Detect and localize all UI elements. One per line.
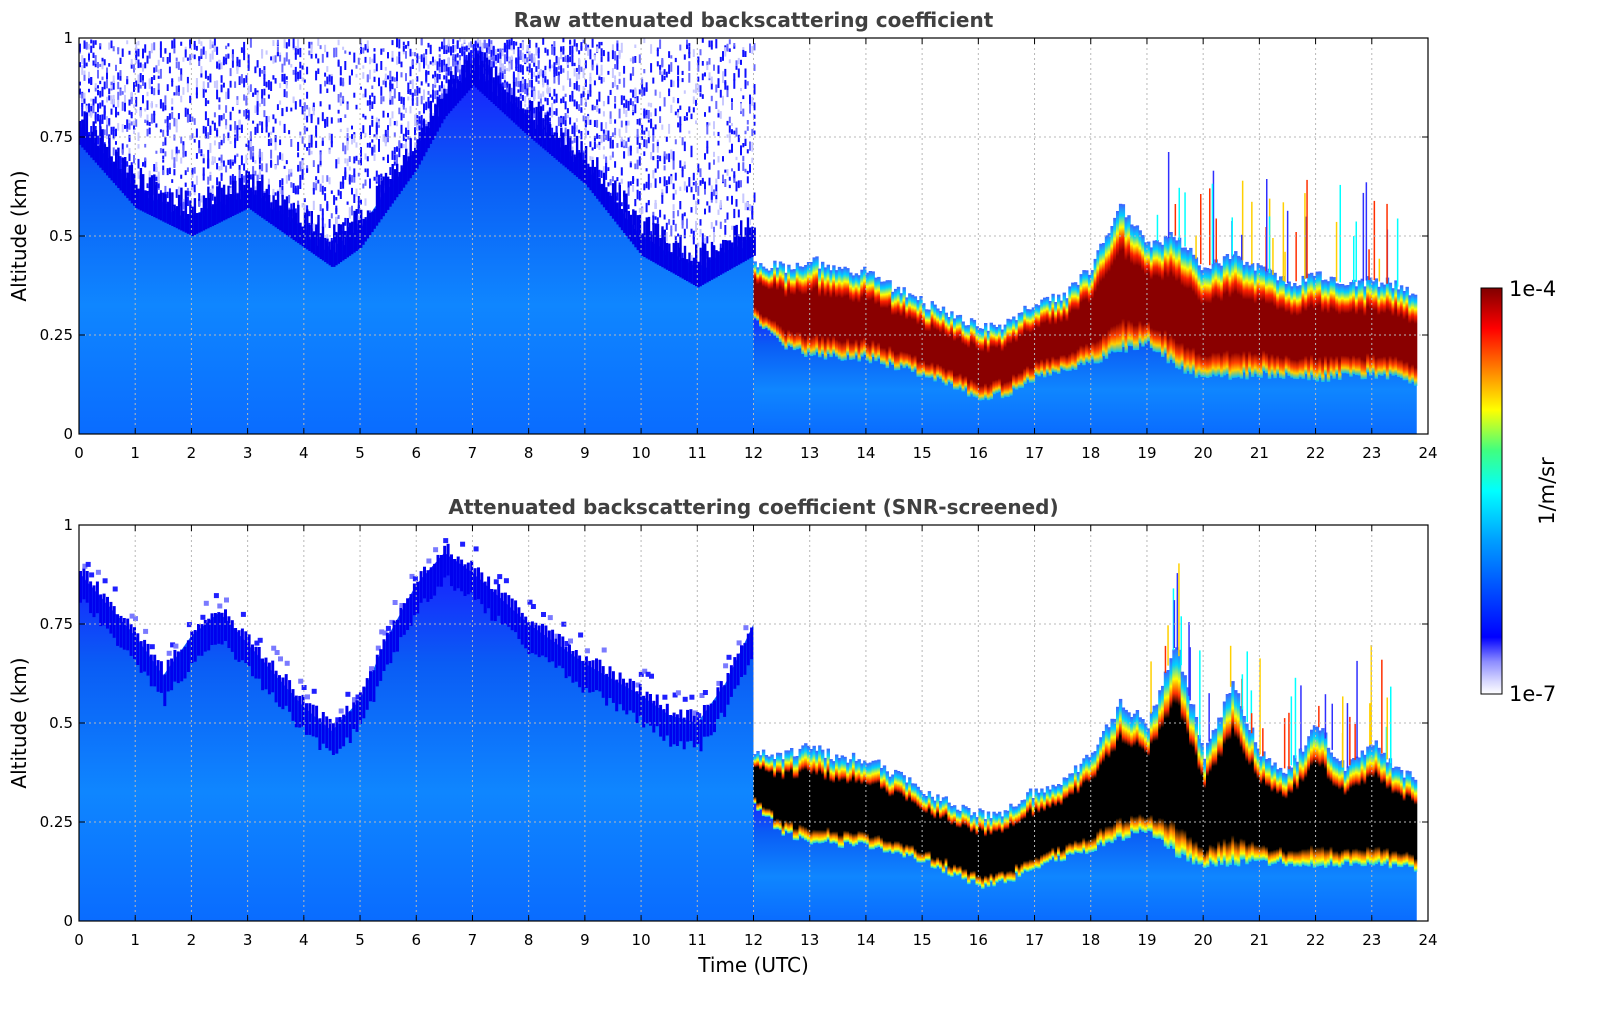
y-tick-label: 0.5	[49, 714, 73, 732]
y-tick-label: 0.25	[40, 813, 73, 831]
x-tick-label: 20	[1194, 931, 1213, 949]
x-tick-label: 24	[1418, 444, 1437, 462]
x-tick-label: 17	[1025, 931, 1044, 949]
subcloud-signal	[753, 794, 1417, 921]
x-tick-label: 21	[1250, 931, 1269, 949]
x-tick-label: 14	[856, 444, 875, 462]
y-axis-label: Altitude (km)	[7, 657, 31, 788]
y-tick-label: 0.5	[49, 227, 73, 245]
cloud-layer	[753, 152, 1418, 401]
x-tick-label: 22	[1306, 931, 1325, 949]
x-tick-label: 17	[1025, 444, 1044, 462]
x-tick-label: 12	[744, 931, 763, 949]
heatmap-image	[79, 538, 1418, 921]
colorbar-gradient	[1480, 287, 1503, 695]
x-tick-label: 15	[913, 444, 932, 462]
x-tick-label: 2	[187, 444, 197, 462]
y-tick-label: 0.75	[40, 128, 73, 146]
x-tick-label: 1	[130, 931, 140, 949]
x-tick-label: 8	[524, 931, 534, 949]
x-tick-label: 7	[468, 444, 478, 462]
x-tick-label: 19	[1137, 444, 1156, 462]
y-tick-label: 1	[63, 29, 73, 47]
x-tick-label: 16	[969, 444, 988, 462]
y-tick-label: 0.75	[40, 615, 73, 633]
subcloud-signal	[753, 307, 1417, 434]
x-tick-label: 23	[1362, 444, 1381, 462]
x-tick-label: 3	[243, 931, 253, 949]
colorbar-unit-label: 1/m/sr	[1535, 457, 1559, 525]
x-tick-label: 0	[74, 931, 84, 949]
x-tick-label: 21	[1250, 444, 1269, 462]
panel-1: 0 1 2 3 4 5 6 7 8 9 10 11 12 13 14 15 16 17 18 19 20 21 22 23 24…	[7, 8, 1438, 462]
x-tick-label: 23	[1362, 931, 1381, 949]
x-tick-label: 20	[1194, 444, 1213, 462]
x-tick-label: 13	[800, 931, 819, 949]
panel-2: 0 1 2 3 4 5 6 7 8 9 10 11 12 13 14 15 16 17 18 19 20 21 22 23 24…	[7, 495, 1438, 977]
y-tick-label: 0	[63, 912, 73, 930]
x-axis-label: Time (UTC)	[697, 953, 809, 977]
noise-field	[79, 538, 754, 755]
x-tick-label: 2	[187, 931, 197, 949]
chart-title: Attenuated backscattering coefficient (S…	[448, 495, 1058, 519]
noise-field	[79, 38, 756, 288]
x-tick-label: 14	[856, 931, 875, 949]
x-tick-label: 0	[74, 444, 84, 462]
x-tick-label: 19	[1137, 931, 1156, 949]
y-tick-label: 1	[63, 516, 73, 534]
colorbar-max-label: 1e-4	[1509, 277, 1556, 301]
x-tick-label: 10	[632, 444, 651, 462]
x-tick-label: 16	[969, 931, 988, 949]
x-tick-label: 5	[355, 931, 365, 949]
x-tick-label: 9	[580, 444, 590, 462]
x-tick-label: 18	[1081, 444, 1100, 462]
x-tick-label: 6	[411, 931, 421, 949]
x-tick-label: 5	[355, 444, 365, 462]
x-tick-label: 18	[1081, 931, 1100, 949]
grid	[79, 525, 1428, 921]
x-tick-label: 6	[411, 444, 421, 462]
x-tick-label: 22	[1306, 444, 1325, 462]
x-tick-label: 9	[580, 931, 590, 949]
x-tick-label: 4	[299, 444, 309, 462]
y-tick-label: 0.25	[40, 326, 73, 344]
x-tick-label: 8	[524, 444, 534, 462]
y-axis-label: Altitude (km)	[7, 170, 31, 301]
x-tick-label: 7	[468, 931, 478, 949]
colorbar: 1e-4 1e-7 1/m/sr	[1480, 277, 1559, 706]
grid	[79, 38, 1428, 434]
colorbar-min-label: 1e-7	[1509, 682, 1556, 706]
x-tick-label: 10	[632, 931, 651, 949]
chart-title: Raw attenuated backscattering coefficien…	[514, 8, 994, 32]
x-tick-label: 1	[130, 444, 140, 462]
x-tick-label: 12	[744, 444, 763, 462]
x-tick-label: 4	[299, 931, 309, 949]
cloud-layer	[753, 563, 1418, 889]
y-tick-label: 0	[63, 425, 73, 443]
x-tick-label: 24	[1418, 931, 1437, 949]
x-tick-label: 13	[800, 444, 819, 462]
x-tick-label: 11	[688, 444, 707, 462]
x-tick-label: 15	[913, 931, 932, 949]
x-tick-label: 3	[243, 444, 253, 462]
x-tick-label: 11	[688, 931, 707, 949]
